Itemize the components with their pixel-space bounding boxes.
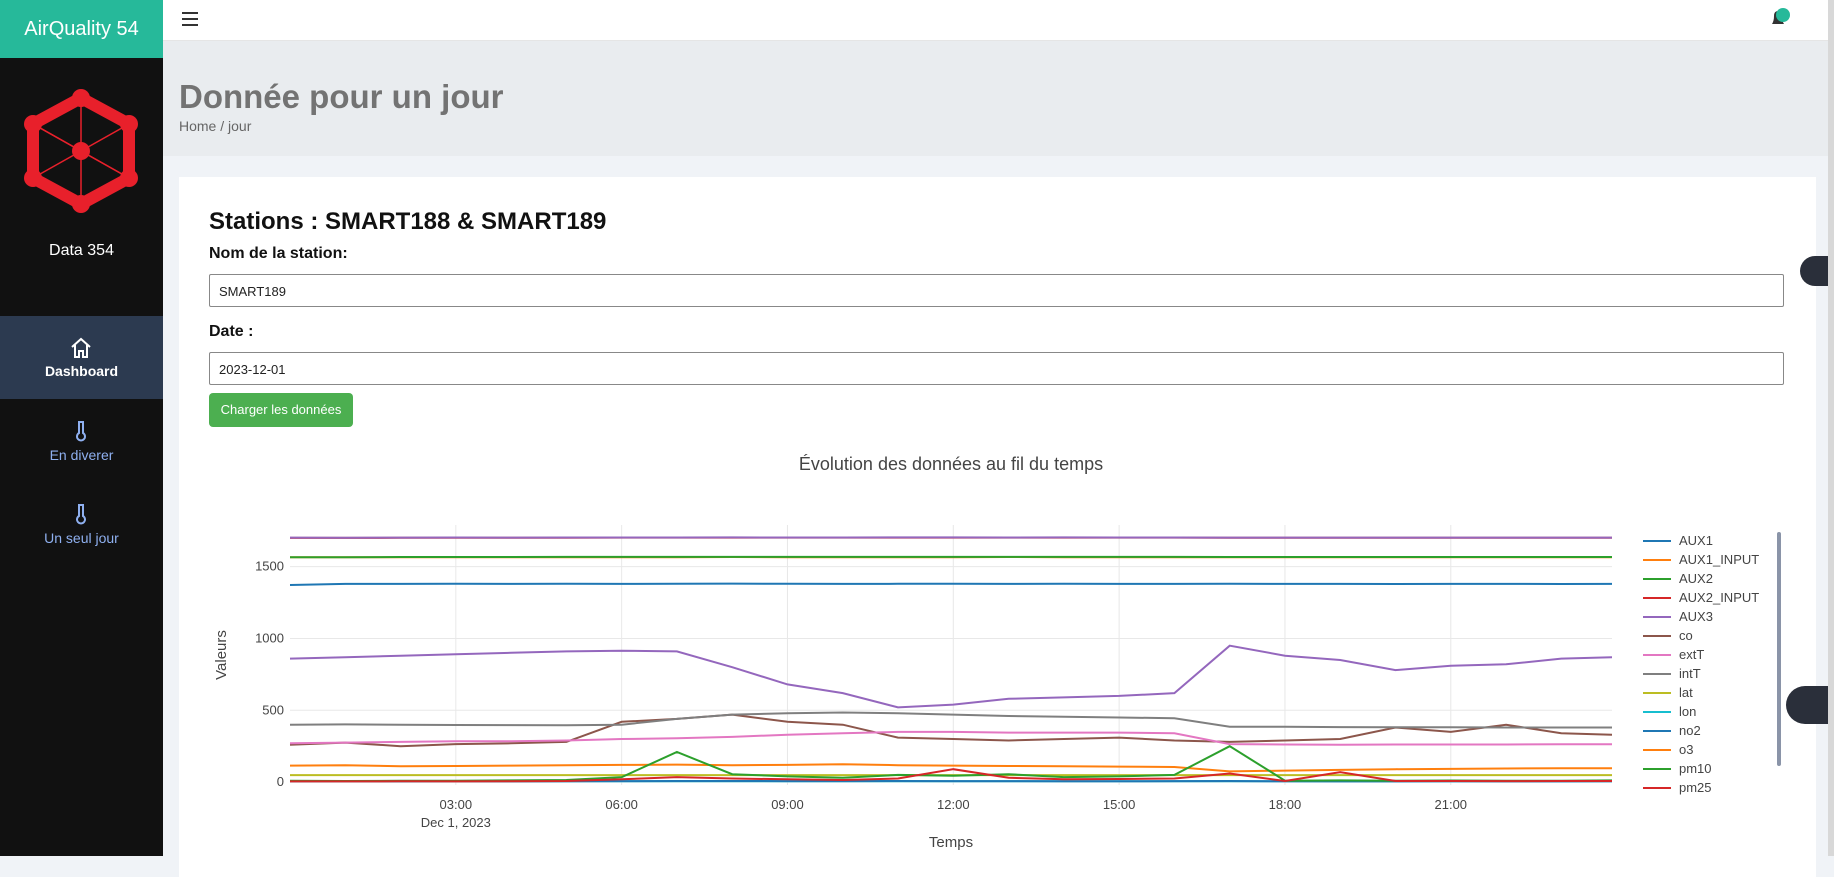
x-tick-label: 15:00 [1103,797,1136,812]
station-input[interactable]: SMART189 [209,274,1784,307]
page-scrollbar[interactable] [1828,0,1834,856]
chat-button[interactable] [1786,686,1834,724]
legend-label: pm25 [1679,780,1712,795]
notification-bell[interactable] [1766,6,1796,30]
field-label: Date : [209,323,253,341]
menu-toggle[interactable] [180,10,200,28]
thermo-icon [72,502,90,526]
x-tick-label: 21:00 [1435,797,1468,812]
series-line [290,584,1612,585]
sidebar-label: Data 354 [0,242,163,260]
x-tick-date: Dec 1, 2023 [421,815,491,830]
thermo-icon [72,419,90,443]
stations-heading: Stations : SMART188 & SMART189 [209,208,606,236]
x-tick-label: 18:00 [1269,797,1302,812]
logo [22,88,140,214]
legend-label: AUX1 [1679,533,1713,548]
legend-label: co [1679,628,1693,643]
y-axis-title: Valeurs [213,630,230,680]
field-label: Nom de la station: [209,245,348,263]
topbar [163,0,1834,41]
breadcrumb[interactable]: Home / jour [179,118,251,134]
legend-label: intT [1679,666,1701,681]
x-tick-label: 03:00 [440,797,473,812]
home-icon [69,336,93,360]
x-tick-label: 12:00 [937,797,970,812]
y-tick-label: 1500 [255,559,284,574]
legend-label: o3 [1679,742,1693,757]
date-input[interactable]: 2023-12-01 [209,352,1784,385]
legend-label: AUX3 [1679,609,1713,624]
y-tick-label: 1000 [255,630,284,645]
x-axis-title: Temps [929,834,973,851]
legend-label: AUX2 [1679,571,1713,586]
legend-label: no2 [1679,723,1701,738]
page: AirQuality 54 Data 354 Dashboard En dive… [0,0,1834,856]
legend-scrollbar[interactable] [1777,532,1781,766]
brand[interactable]: AirQuality 54 [0,0,163,58]
nav-item[interactable]: Dashboard [0,363,163,379]
series-line [290,713,1612,728]
chart-title: Évolution des données au fil du temps [799,454,1103,474]
y-tick-label: 500 [262,702,284,717]
x-tick-label: 06:00 [605,797,638,812]
page-title: Donnée pour un jour [179,78,503,116]
legend-label: AUX1_INPUT [1679,552,1759,567]
nav-item[interactable]: En diverer [0,447,163,463]
legend-label: pm10 [1679,761,1712,776]
load-button[interactable]: Charger les données [209,393,353,427]
y-tick-label: 0 [277,774,284,789]
chart: Évolution des données au fil du temps 0 50… [179,440,1816,856]
nav-item[interactable]: Un seul jour [0,530,163,546]
legend-label: lon [1679,704,1696,719]
legend-label: extT [1679,647,1704,662]
series-line [290,646,1612,708]
legend-label: lat [1679,685,1693,700]
x-tick-label: 09:00 [771,797,804,812]
legend-label: AUX2_INPUT [1679,590,1759,605]
